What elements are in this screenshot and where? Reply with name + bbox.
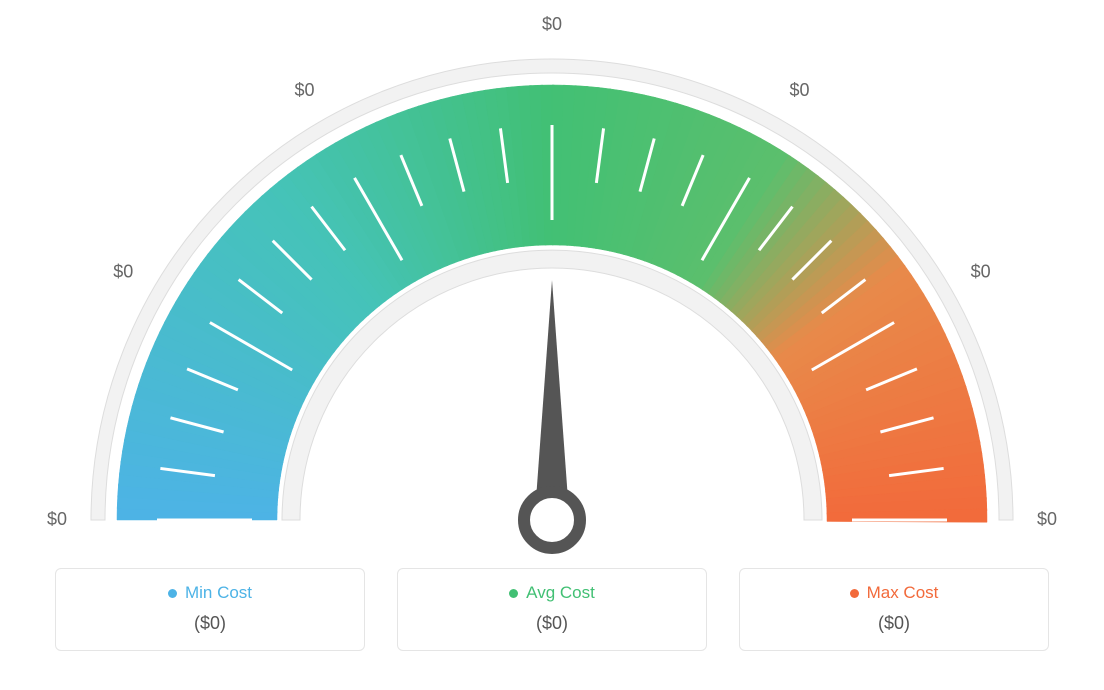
- legend-label: Avg Cost: [526, 583, 595, 603]
- legend-label: Min Cost: [185, 583, 252, 603]
- dot-icon: [850, 589, 859, 598]
- legend-card-max: Max Cost ($0): [739, 568, 1049, 651]
- legend-title-avg: Avg Cost: [509, 583, 595, 603]
- svg-text:$0: $0: [113, 261, 133, 281]
- legend-value-max: ($0): [760, 613, 1028, 634]
- legend-card-min: Min Cost ($0): [55, 568, 365, 651]
- legend-label: Max Cost: [867, 583, 939, 603]
- svg-text:$0: $0: [542, 14, 562, 34]
- legend-title-max: Max Cost: [850, 583, 939, 603]
- gauge-area: $0 $0 $0 $0 $0 $0 $0: [0, 0, 1104, 560]
- svg-text:$0: $0: [789, 80, 809, 100]
- gauge-svg: $0 $0 $0 $0 $0 $0 $0: [0, 0, 1104, 560]
- legend-value-min: ($0): [76, 613, 344, 634]
- legend-title-min: Min Cost: [168, 583, 252, 603]
- dot-icon: [168, 589, 177, 598]
- legend-card-avg: Avg Cost ($0): [397, 568, 707, 651]
- dot-icon: [509, 589, 518, 598]
- svg-text:$0: $0: [294, 80, 314, 100]
- legend-row: Min Cost ($0) Avg Cost ($0) Max Cost ($0…: [0, 568, 1104, 651]
- legend-value-avg: ($0): [418, 613, 686, 634]
- svg-text:$0: $0: [971, 261, 991, 281]
- gauge-chart-container: $0 $0 $0 $0 $0 $0 $0 Min Cost ($0) Avg Cost ($…: [0, 0, 1104, 690]
- svg-text:$0: $0: [47, 509, 67, 529]
- svg-text:$0: $0: [1037, 509, 1057, 529]
